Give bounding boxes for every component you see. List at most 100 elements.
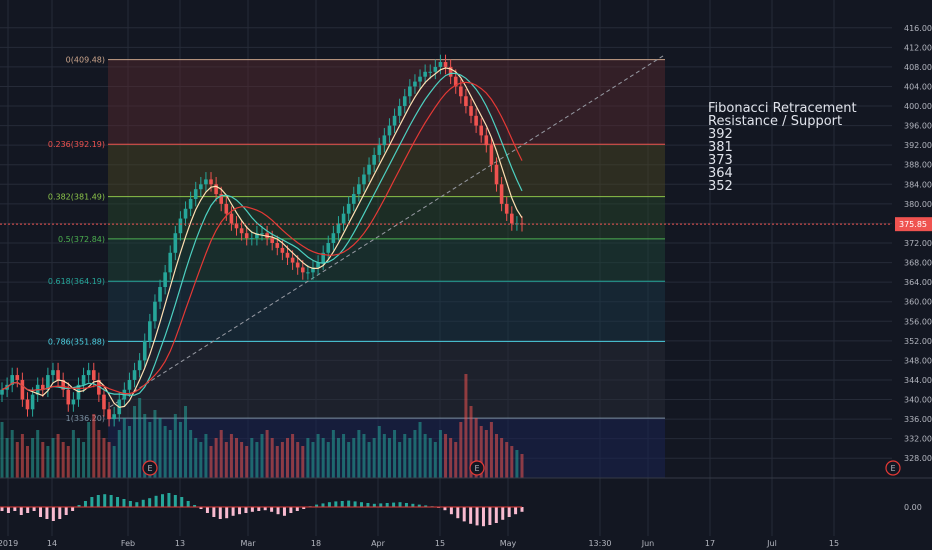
candle bbox=[199, 184, 203, 190]
candle bbox=[239, 228, 244, 234]
time-tick-label: 13:30 bbox=[588, 539, 611, 548]
macd-bar bbox=[103, 494, 107, 507]
candle bbox=[300, 267, 305, 273]
volume-bar bbox=[240, 442, 244, 478]
candle bbox=[193, 189, 198, 199]
candle bbox=[188, 198, 193, 209]
macd-bar bbox=[135, 502, 139, 507]
trend-line[interactable] bbox=[109, 54, 666, 408]
candle bbox=[51, 370, 55, 376]
candle bbox=[61, 379, 65, 390]
time-tick-label: Feb bbox=[121, 539, 135, 548]
time-tick-label: 13 bbox=[175, 539, 185, 548]
macd-bar bbox=[148, 498, 152, 507]
volume-bar bbox=[143, 414, 147, 478]
fibonacci-levels[interactable]: 0(409.48) 0.236(392.19) 0.382(381.49) 0.5(3… bbox=[48, 56, 665, 423]
candle bbox=[209, 179, 213, 185]
candle bbox=[448, 66, 453, 77]
time-tick-label: Mar bbox=[240, 539, 256, 548]
macd-bar bbox=[334, 501, 338, 507]
price-tick-label: 340.00 bbox=[904, 396, 932, 405]
ma-mid-line bbox=[1, 72, 523, 396]
volume-bar bbox=[112, 446, 116, 478]
volume-bar bbox=[291, 434, 295, 478]
candle bbox=[66, 389, 71, 405]
time-tick-label: 2019 bbox=[0, 539, 18, 548]
macd-bar bbox=[456, 507, 460, 519]
macd-bar bbox=[90, 497, 94, 507]
macd-bar bbox=[295, 507, 299, 511]
candle bbox=[132, 370, 137, 380]
time-tick-label: 14 bbox=[47, 539, 57, 548]
candle bbox=[158, 287, 162, 302]
volume-bar bbox=[31, 438, 35, 478]
price-tick-label: 400.00 bbox=[904, 102, 932, 111]
fib-zone bbox=[108, 59, 665, 145]
candle bbox=[290, 257, 295, 263]
macd-bar bbox=[321, 503, 325, 507]
macd-bar bbox=[353, 501, 357, 507]
macd-bar bbox=[96, 495, 100, 507]
macd-bar bbox=[315, 504, 319, 507]
price-tick-label: 408.00 bbox=[904, 63, 932, 72]
candle bbox=[10, 375, 14, 385]
earnings-label: E bbox=[147, 464, 152, 473]
macd-bar bbox=[238, 507, 242, 515]
macd-bar bbox=[109, 495, 113, 507]
candle bbox=[280, 247, 285, 253]
macd-bar bbox=[128, 501, 132, 507]
volume-bar bbox=[20, 434, 24, 478]
candle bbox=[397, 106, 402, 116]
macd-bar bbox=[404, 503, 408, 507]
note-line: Fibonacci Retracement bbox=[708, 101, 857, 116]
volume-bar bbox=[408, 438, 412, 478]
price-tick-label: 412.00 bbox=[904, 43, 932, 52]
candle bbox=[438, 62, 443, 67]
price-tick-label: 352.00 bbox=[904, 337, 932, 346]
price-tick-label: 348.00 bbox=[904, 356, 932, 365]
macd-bar bbox=[514, 507, 518, 515]
volume-bar bbox=[326, 442, 330, 478]
price-tick-label: 396.00 bbox=[904, 122, 932, 131]
fib-level-label: 0.618(364.19) bbox=[48, 277, 105, 286]
volume-bar bbox=[316, 434, 320, 478]
time-tick-label: Apr bbox=[371, 539, 386, 548]
volume-bar bbox=[107, 442, 111, 478]
volume-bar bbox=[484, 430, 488, 478]
volume-bars bbox=[0, 374, 524, 478]
volume-bar bbox=[82, 442, 86, 478]
price-axis[interactable]: 416.00 412.00 408.00 404.00 400.00 396.00 392.… bbox=[895, 24, 932, 512]
volume-bar bbox=[418, 422, 422, 478]
macd-bar bbox=[424, 505, 428, 507]
volume-bar bbox=[280, 442, 284, 478]
volume-bar bbox=[214, 438, 218, 478]
volume-bar bbox=[265, 430, 269, 478]
fib-zone bbox=[108, 196, 665, 239]
candle bbox=[402, 96, 407, 107]
price-tick-label: 364.00 bbox=[904, 278, 932, 287]
candle bbox=[183, 208, 188, 219]
candle bbox=[499, 184, 504, 204]
price-tick-label: 336.00 bbox=[904, 415, 932, 424]
volume-bar bbox=[474, 418, 478, 478]
candle bbox=[306, 272, 310, 274]
macd-bar bbox=[398, 502, 402, 507]
price-tick-label: 372.00 bbox=[904, 239, 932, 248]
time-tick-label: 15 bbox=[829, 539, 839, 548]
macd-bar bbox=[58, 507, 62, 519]
volume-bar bbox=[56, 434, 60, 478]
candle bbox=[219, 194, 224, 204]
volume-bar bbox=[372, 438, 376, 478]
price-tick-label: 356.00 bbox=[904, 317, 932, 326]
volume-bar bbox=[92, 414, 96, 478]
macd-histogram bbox=[0, 493, 524, 527]
volume-bar bbox=[306, 438, 310, 478]
time-axis[interactable]: 2019 14 Feb 13 Mar 18 Apr 15 May 13:30 Jun 17 Jul 15 bbox=[0, 539, 839, 548]
price-tick-label: 388.00 bbox=[904, 161, 932, 170]
macd-bar bbox=[392, 502, 396, 507]
volume-bar bbox=[449, 438, 453, 478]
volume-bar bbox=[321, 438, 325, 478]
